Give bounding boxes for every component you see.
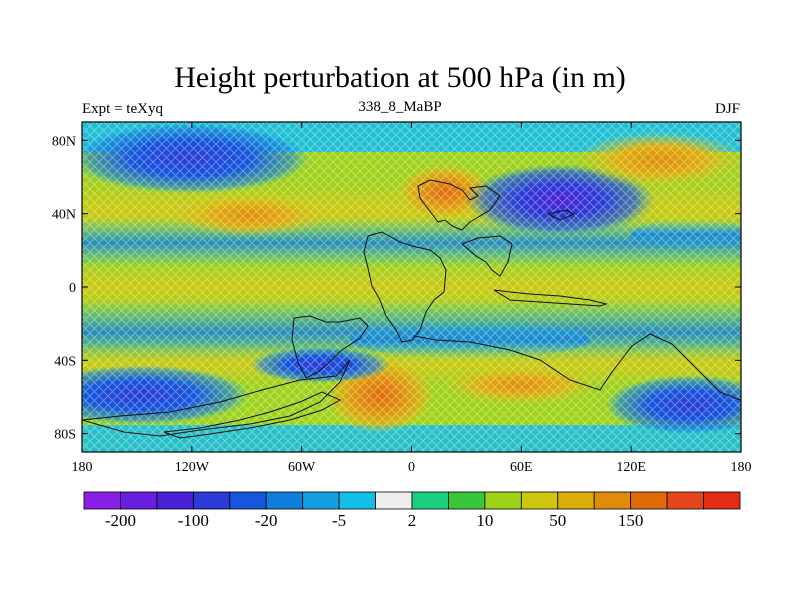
- lat-tick-label: 80N: [52, 134, 76, 149]
- colorbar-swatch: [192, 491, 231, 510]
- height-field: [82, 122, 741, 452]
- colorbar-swatch: [156, 491, 194, 510]
- colorbar-swatch: [484, 491, 522, 510]
- lat-tick-label: 80S: [54, 428, 76, 443]
- lon-tick-label: 120E: [616, 460, 646, 475]
- colorbar-label: -5: [332, 511, 346, 530]
- lat-tick-label: 40N: [52, 208, 76, 223]
- colorbar-label: -200: [105, 511, 136, 530]
- colorbar-swatch: [265, 491, 304, 510]
- colorbar-swatch: [411, 491, 449, 510]
- lon-tick-label: 180: [731, 460, 752, 475]
- lon-tick-label: 0: [408, 460, 415, 475]
- lat-tick-label: 40S: [54, 354, 76, 369]
- colorbar-swatch: [229, 491, 267, 510]
- colorbar-swatch: [703, 491, 741, 510]
- colorbar: -200 -100 -20 -5 2 10 50 150: [83, 491, 741, 530]
- axis-ticks: 180 120W 60W 0 60E 120E 180 80N 40N 0 40S 80S: [52, 122, 752, 475]
- lon-tick-label: 60W: [288, 460, 316, 475]
- colorbar-swatch: [338, 491, 376, 510]
- colorbar-label: 150: [618, 511, 644, 530]
- colorbar-swatch: [83, 491, 121, 510]
- coastlines: [82, 179, 741, 439]
- case-label: 338_8_MaBP: [358, 99, 442, 115]
- experiment-label: Expt = teXyq: [82, 101, 163, 117]
- figure-title: Height perturbation at 500 hPa (in m): [174, 61, 626, 94]
- lat-tick-label: 0: [69, 281, 76, 296]
- colorbar-swatch: [630, 491, 668, 510]
- colorbar-swatch: [666, 491, 704, 510]
- season-label: DJF: [714, 101, 740, 117]
- colorbar-swatch: [302, 491, 340, 510]
- colorbar-label: -20: [255, 511, 278, 530]
- colorbar-swatch: [593, 491, 632, 510]
- colorbar-swatch: [375, 491, 413, 510]
- colorbar-swatch: [520, 491, 559, 510]
- colorbar-swatch: [120, 491, 158, 510]
- lon-tick-label: 60E: [510, 460, 533, 475]
- colorbar-label: 10: [476, 511, 493, 530]
- colorbar-swatch: [448, 491, 486, 510]
- lon-tick-label: 120W: [175, 460, 210, 475]
- colorbar-label: 50: [549, 511, 566, 530]
- colorbar-label: 2: [408, 511, 417, 530]
- colorbar-label: -100: [178, 511, 209, 530]
- colorbar-swatch: [557, 491, 595, 510]
- lon-tick-label: 180: [72, 460, 93, 475]
